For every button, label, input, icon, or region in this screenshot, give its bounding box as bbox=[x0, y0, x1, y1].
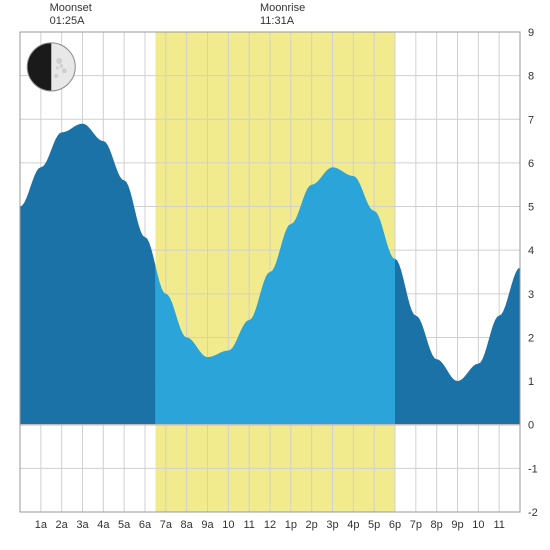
svg-text:-2: -2 bbox=[528, 507, 538, 519]
svg-text:1: 1 bbox=[528, 376, 534, 388]
svg-text:12: 12 bbox=[264, 519, 276, 531]
svg-text:3: 3 bbox=[528, 289, 534, 301]
svg-text:7: 7 bbox=[528, 114, 534, 126]
svg-text:11: 11 bbox=[493, 519, 504, 531]
moonset-title: Moonset bbox=[50, 2, 92, 15]
svg-text:3a: 3a bbox=[76, 519, 89, 531]
svg-text:6: 6 bbox=[528, 158, 534, 170]
svg-text:10: 10 bbox=[222, 519, 234, 531]
svg-text:1p: 1p bbox=[285, 519, 297, 531]
svg-text:4a: 4a bbox=[97, 519, 110, 531]
svg-text:6p: 6p bbox=[389, 519, 401, 531]
svg-text:4: 4 bbox=[528, 245, 534, 257]
svg-text:11: 11 bbox=[243, 519, 254, 531]
svg-text:8a: 8a bbox=[181, 519, 194, 531]
svg-text:7a: 7a bbox=[160, 519, 173, 531]
svg-text:5p: 5p bbox=[368, 519, 380, 531]
svg-text:2a: 2a bbox=[56, 519, 69, 531]
svg-text:5a: 5a bbox=[118, 519, 131, 531]
svg-text:9p: 9p bbox=[451, 519, 463, 531]
svg-text:4p: 4p bbox=[347, 519, 359, 531]
svg-text:6a: 6a bbox=[139, 519, 152, 531]
moonrise-label: Moonrise 11:31A bbox=[260, 2, 305, 28]
moonset-time: 01:25A bbox=[50, 15, 92, 28]
moonrise-time: 11:31A bbox=[260, 15, 305, 28]
svg-text:2p: 2p bbox=[306, 519, 318, 531]
svg-text:5: 5 bbox=[528, 202, 534, 214]
chart-svg: -2-101234567891a2a3a4a5a6a7a8a9a1011121p… bbox=[0, 0, 550, 550]
svg-text:3p: 3p bbox=[326, 519, 338, 531]
svg-text:8: 8 bbox=[528, 71, 534, 83]
svg-text:9a: 9a bbox=[201, 519, 214, 531]
tide-chart: Moonset 01:25A Moonrise 11:31A -2-101234… bbox=[0, 0, 550, 550]
moonrise-title: Moonrise bbox=[260, 2, 305, 15]
svg-text:2: 2 bbox=[528, 332, 534, 344]
svg-text:8p: 8p bbox=[431, 519, 443, 531]
svg-text:-1: -1 bbox=[528, 463, 538, 475]
moonset-label: Moonset 01:25A bbox=[50, 2, 92, 28]
svg-text:10: 10 bbox=[472, 519, 484, 531]
svg-text:9: 9 bbox=[528, 27, 534, 39]
svg-text:0: 0 bbox=[528, 420, 534, 432]
svg-text:1a: 1a bbox=[35, 519, 48, 531]
svg-text:7p: 7p bbox=[410, 519, 422, 531]
